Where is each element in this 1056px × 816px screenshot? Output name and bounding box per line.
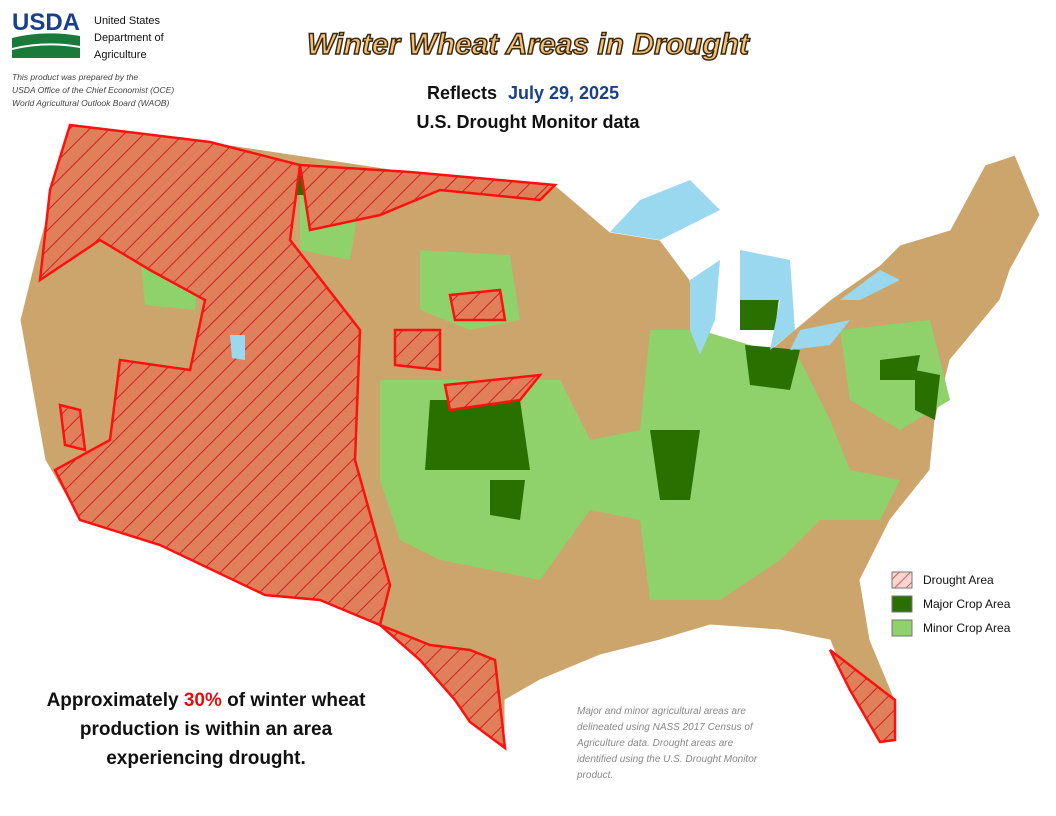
- statement: Approximately 30% of winter wheat: [47, 690, 367, 711]
- footnote: Agriculture data. Drought areas are: [576, 738, 734, 749]
- date: July 29, 2025: [508, 83, 619, 103]
- logo-line: Department of: [94, 32, 165, 44]
- footnote: Major and minor agricultural areas are: [577, 706, 746, 717]
- reflects: Reflects: [427, 83, 497, 103]
- usda-logo: USDA United States Department of Agricul…: [12, 9, 165, 61]
- source: U.S. Drought Monitor data: [417, 112, 641, 132]
- title: Winter Wheat Areas in Drought: [307, 28, 751, 61]
- credit: USDA Office of the Chief Economist (OCE): [12, 85, 174, 95]
- water-bodies: [230, 180, 900, 360]
- legend: Drought Area Major Crop Area Minor Crop …: [891, 571, 1011, 637]
- statement: production is within an area: [80, 719, 333, 740]
- logo-line: Agriculture: [94, 49, 147, 61]
- logo-mark: USDA: [12, 9, 80, 36]
- statement-text: of winter wheat: [227, 690, 366, 711]
- legend-label: Minor Crop Area: [923, 621, 1011, 635]
- legend-swatch: [891, 571, 913, 589]
- us-map: [19, 123, 1041, 751]
- footnote: product.: [576, 770, 613, 781]
- drought-areas: [38, 123, 897, 751]
- credit: This product was prepared by the: [12, 72, 138, 82]
- statement-share: 30%: [184, 690, 222, 711]
- legend-label: Major Crop Area: [923, 597, 1011, 611]
- legend-swatch: [891, 619, 913, 637]
- legend-swatch: [891, 595, 913, 613]
- logo-line: United States: [94, 15, 161, 27]
- credit: World Agricultural Outlook Board (WAOB): [12, 98, 169, 108]
- statement-text: Approximately: [47, 690, 179, 711]
- logo-wave: [12, 45, 80, 58]
- footnote: identified using the U.S. Drought Monito…: [577, 754, 758, 765]
- footnote: delineated using NASS 2017 Census of: [577, 722, 754, 733]
- statement: experiencing drought.: [106, 748, 306, 769]
- legend-label: Drought Area: [923, 573, 994, 587]
- logo-wave: [12, 33, 80, 48]
